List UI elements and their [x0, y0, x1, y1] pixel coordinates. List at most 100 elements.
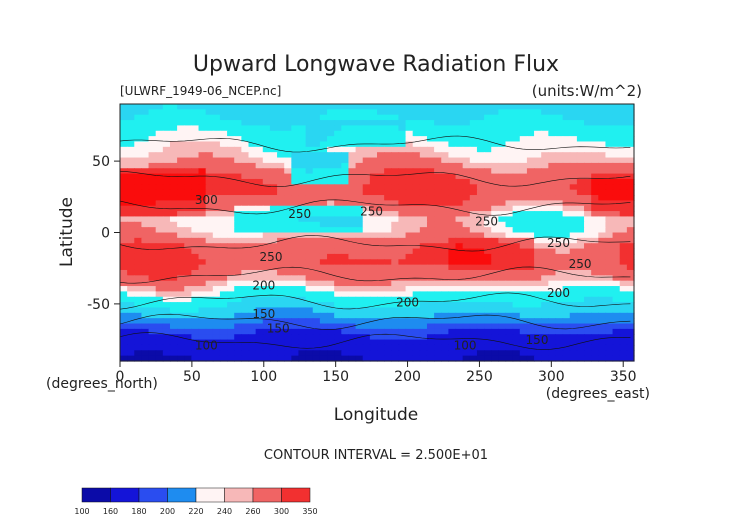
heatmap-cell	[234, 178, 242, 185]
heatmap-cell	[555, 157, 564, 164]
heatmap-cell	[284, 312, 292, 319]
heatmap-cell	[120, 200, 128, 207]
contour-line	[119, 171, 631, 188]
heatmap-cell	[155, 334, 164, 341]
heatmap-cell	[234, 243, 242, 250]
heatmap-cell	[120, 178, 128, 185]
heatmap-cell	[241, 136, 250, 143]
heatmap-cell	[576, 205, 585, 212]
x-tick-label: 300	[538, 369, 565, 385]
heatmap-cell	[462, 350, 471, 357]
heatmap-cell	[212, 243, 221, 250]
heatmap-cell	[248, 168, 257, 175]
heatmap-cell	[491, 237, 499, 244]
contour-line	[119, 266, 631, 284]
heatmap-cell	[605, 114, 614, 121]
heatmap-cell	[134, 136, 143, 143]
heatmap-cell	[212, 259, 221, 266]
heatmap-cell	[555, 318, 564, 325]
heatmap-cell	[327, 157, 335, 164]
heatmap-cell	[255, 323, 264, 330]
heatmap-cell	[476, 259, 485, 266]
heatmap-cell	[291, 205, 300, 212]
heatmap-cell	[184, 339, 192, 346]
heatmap-cell	[541, 307, 549, 314]
heatmap-cell	[205, 280, 214, 287]
heatmap-cell	[591, 205, 599, 212]
heatmap-cell	[512, 237, 521, 244]
heatmap-cell	[598, 184, 607, 191]
heatmap-cell	[448, 232, 457, 239]
heatmap-cell	[341, 328, 350, 335]
heatmap-cell	[241, 232, 250, 239]
heatmap-cell	[255, 195, 264, 201]
heatmap-cell	[355, 125, 364, 132]
heatmap-cell	[576, 275, 585, 282]
heatmap-cell	[205, 318, 214, 325]
heatmap-cell	[191, 286, 200, 292]
heatmap-cell	[519, 141, 528, 148]
heatmap-cell	[455, 178, 464, 185]
heatmap-cell	[405, 350, 414, 357]
heatmap-cell	[227, 216, 235, 223]
heatmap-cell	[148, 302, 157, 309]
heatmap-cell	[555, 291, 564, 298]
heatmap-cell	[355, 259, 364, 266]
heatmap-cell	[519, 275, 528, 282]
heatmap-cell	[498, 275, 507, 282]
heatmap-cell	[605, 344, 614, 351]
heatmap-cell	[141, 350, 150, 357]
heatmap-cell	[198, 216, 207, 223]
heatmap-cell	[491, 104, 499, 110]
heatmap-cell	[369, 200, 378, 207]
heatmap-cell	[476, 323, 485, 330]
heatmap-cell	[526, 350, 535, 357]
heatmap-cell	[127, 248, 135, 255]
heatmap-cell	[255, 269, 264, 276]
heatmap-cell	[319, 355, 328, 362]
heatmap-cell	[541, 275, 549, 282]
heatmap-cell	[605, 237, 614, 244]
heatmap-cell	[148, 157, 157, 164]
heatmap-cell	[120, 114, 128, 121]
heatmap-cell	[234, 162, 242, 169]
heatmap-cell	[148, 344, 157, 351]
heatmap-cell	[377, 189, 385, 196]
heatmap-cell	[241, 248, 250, 255]
heatmap-cell	[441, 355, 449, 362]
heatmap-cell	[312, 275, 321, 282]
heatmap-cell	[248, 178, 257, 185]
heatmap-cell	[284, 184, 292, 191]
heatmap-cell	[448, 136, 457, 143]
heatmap-cell	[305, 275, 314, 282]
heatmap-cell	[355, 173, 364, 180]
heatmap-cell	[205, 146, 214, 153]
heatmap-cell	[555, 168, 564, 175]
heatmap-cell	[291, 200, 300, 207]
heatmap-cell	[227, 350, 235, 357]
heatmap-cell	[569, 104, 578, 110]
heatmap-cell	[184, 130, 192, 137]
heatmap-cell	[562, 125, 571, 132]
heatmap-cell	[591, 184, 599, 191]
heatmap-cell	[434, 189, 442, 196]
heatmap-cell	[169, 162, 178, 169]
heatmap-cell	[619, 243, 628, 250]
heatmap-cell	[505, 146, 514, 153]
heatmap-cell	[348, 184, 357, 191]
heatmap-cell	[548, 237, 557, 244]
heatmap-cell	[334, 243, 342, 250]
heatmap-cell	[198, 344, 207, 351]
heatmap-cell	[598, 307, 607, 314]
heatmap-cell	[334, 248, 342, 255]
heatmap-cell	[434, 264, 442, 271]
heatmap-cell	[526, 286, 535, 292]
heatmap-cell	[391, 114, 400, 121]
heatmap-cell	[341, 109, 350, 116]
heatmap-cell	[319, 189, 328, 196]
heatmap-cell	[269, 334, 278, 341]
heatmap-cell	[191, 173, 200, 180]
heatmap-cell	[584, 168, 592, 175]
heatmap-cell	[277, 104, 285, 110]
heatmap-cell	[205, 157, 214, 164]
